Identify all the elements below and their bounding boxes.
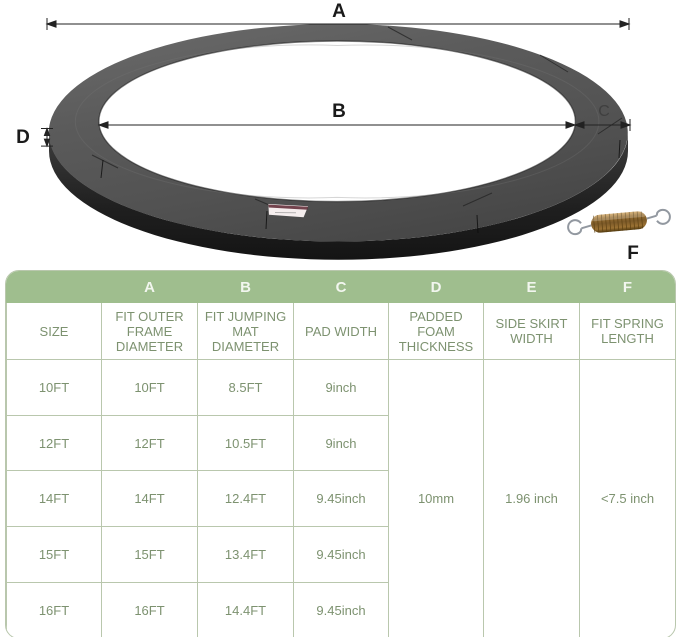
svg-text:F: F [627,243,639,264]
svg-text:D: D [16,127,30,148]
svg-text:B: B [332,101,346,122]
svg-text:C: C [598,103,610,120]
svg-text:A: A [332,1,346,22]
